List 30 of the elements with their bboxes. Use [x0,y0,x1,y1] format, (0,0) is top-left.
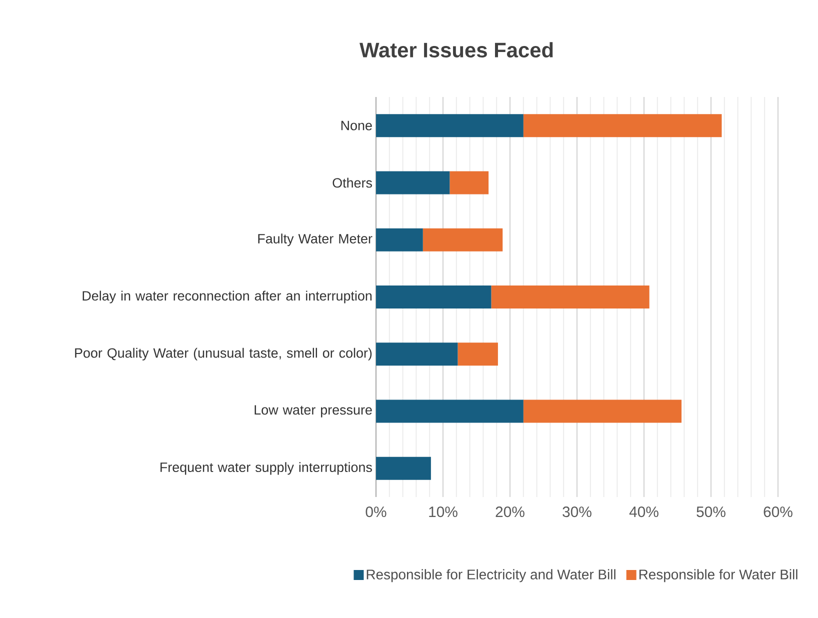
bar [376,342,458,366]
y-tick-label: None [341,120,372,130]
y-tick-label: Poor Quality Water (unusual taste, smell or color) [75,348,372,360]
y-tick-label: Low water pressure [254,405,372,418]
bar [491,286,650,309]
x-tick-label: 50% [696,506,726,518]
bar [458,342,498,366]
y-tick-label: Frequent water supply interruptions [160,462,372,475]
x-tick-label: 60% [764,506,792,518]
bar [376,286,492,309]
bar [376,400,524,423]
legend-label: Responsible for Electricity and Water Bill [366,569,616,582]
bar [376,456,431,480]
x-tick-label: 10% [429,506,458,518]
bar [523,114,722,138]
bar [422,228,503,252]
x-tick-label: 40% [629,506,658,518]
bar [376,228,423,252]
y-tick-label: Delay in water reconnection after an interruption [82,290,372,304]
y-tick-label: Faulty Water Meter [258,234,372,246]
x-tick-label: 30% [562,506,592,518]
y-tick-label: Others [332,178,372,188]
x-tick-label: 20% [496,506,524,518]
legend-label: Responsible for Water Bill [639,569,798,582]
bar [523,400,682,423]
bar [376,171,450,194]
bar [450,171,489,194]
bar [376,114,524,138]
x-tick-label: 0% [366,506,386,518]
chart-title: Water Issues Faced [360,42,553,58]
